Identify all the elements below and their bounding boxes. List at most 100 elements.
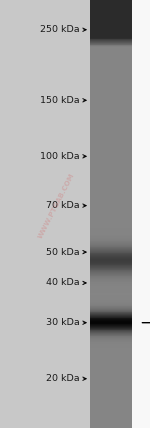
Bar (90, 327, 132, 328)
Bar (90, 335, 132, 336)
Bar (90, 390, 132, 391)
Bar (90, 173, 132, 174)
Bar (90, 425, 132, 426)
Bar (90, 68, 132, 69)
Bar (90, 396, 132, 397)
Bar (90, 118, 132, 119)
Bar (90, 266, 132, 267)
Bar (90, 200, 132, 201)
Bar (90, 177, 132, 178)
Bar (90, 249, 132, 250)
Bar (90, 6, 132, 7)
Bar (90, 244, 132, 245)
Bar (90, 216, 132, 217)
Bar (90, 187, 132, 188)
Bar (90, 373, 132, 374)
Bar (90, 288, 132, 289)
Bar (90, 351, 132, 352)
Bar (90, 353, 132, 354)
Bar (90, 219, 132, 220)
Bar (90, 372, 132, 373)
Bar (90, 101, 132, 102)
Bar (90, 423, 132, 424)
Bar (90, 22, 132, 23)
Bar (90, 11, 132, 12)
Bar (90, 234, 132, 235)
Bar (90, 400, 132, 401)
Bar (90, 112, 132, 113)
Bar (90, 105, 132, 106)
Bar (90, 130, 132, 131)
Bar (90, 326, 132, 327)
Bar (90, 245, 132, 246)
Bar (90, 291, 132, 292)
Bar (90, 344, 132, 345)
Bar (90, 340, 132, 341)
Bar (90, 350, 132, 351)
Bar (90, 17, 132, 18)
Bar (90, 225, 132, 226)
Bar (90, 88, 132, 89)
Bar (90, 160, 132, 161)
Text: 20 kDa: 20 kDa (46, 374, 80, 383)
Bar (90, 415, 132, 416)
Bar (90, 406, 132, 407)
Bar (90, 310, 132, 311)
Bar (90, 276, 132, 277)
Bar (90, 364, 132, 365)
Bar (90, 65, 132, 66)
Bar (90, 148, 132, 149)
Bar (90, 283, 132, 284)
Bar (90, 243, 132, 244)
Bar (90, 419, 132, 420)
Bar (90, 163, 132, 164)
Bar (90, 153, 132, 154)
Bar (90, 377, 132, 378)
Bar (90, 394, 132, 395)
Bar (90, 116, 132, 117)
Bar (90, 21, 132, 22)
Bar (90, 369, 132, 370)
Bar (90, 375, 132, 376)
Bar (90, 78, 132, 79)
Bar (90, 79, 132, 80)
Bar (90, 43, 132, 44)
Bar (90, 31, 132, 32)
Bar (90, 54, 132, 55)
Bar (90, 421, 132, 422)
Text: 250 kDa: 250 kDa (40, 25, 80, 34)
Bar (90, 81, 132, 82)
Text: 30 kDa: 30 kDa (46, 318, 80, 327)
Text: WWW.PTGAB.COM: WWW.PTGAB.COM (38, 172, 76, 239)
Bar (90, 121, 132, 122)
Bar (90, 184, 132, 185)
Bar (90, 155, 132, 156)
Bar (90, 294, 132, 295)
Bar (90, 286, 132, 287)
Bar (90, 427, 132, 428)
Bar (90, 27, 132, 28)
Bar (90, 298, 132, 299)
Bar (90, 220, 132, 221)
Bar (90, 171, 132, 172)
Bar (90, 263, 132, 264)
Bar (90, 139, 132, 140)
Bar (90, 12, 132, 13)
Bar (90, 191, 132, 192)
Bar (90, 223, 132, 224)
Bar (90, 9, 132, 10)
Bar (90, 90, 132, 91)
Bar (90, 362, 132, 363)
Bar (90, 25, 132, 26)
Bar (90, 345, 132, 346)
Bar (90, 33, 132, 34)
Bar (90, 38, 132, 39)
Bar (90, 308, 132, 309)
Bar (90, 28, 132, 29)
Bar (90, 114, 132, 115)
Bar (90, 7, 132, 8)
Bar (90, 385, 132, 386)
Bar (90, 306, 132, 307)
Bar (90, 358, 132, 359)
Bar (90, 192, 132, 193)
